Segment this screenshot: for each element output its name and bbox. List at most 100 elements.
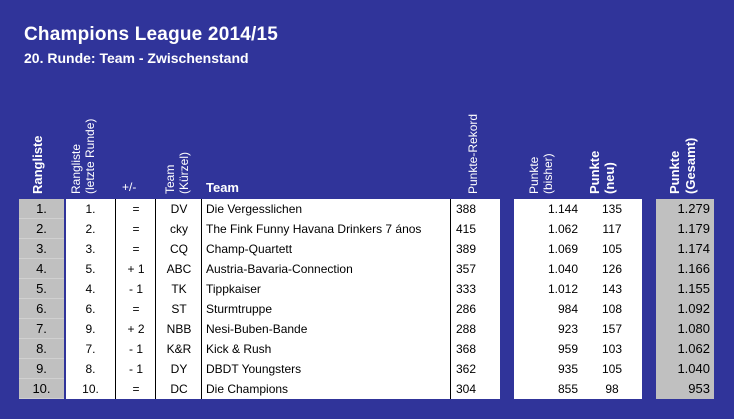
abbr-cell: ABC (166, 262, 192, 276)
prev-rank-cell: 6. (85, 302, 96, 316)
change-cell: + 2 (127, 322, 145, 336)
points-before-cell: 1.069 (547, 242, 578, 256)
team-name-cell: Champ-Quartett (206, 242, 293, 256)
prev-rank-cell: 10. (82, 382, 99, 396)
abbr-cell: DV (170, 202, 188, 216)
column-prev-rank: 1. 2. 3. 5. 4. 6. 9. 7. 8. 10. (66, 199, 115, 399)
abbr-cell: DC (170, 382, 188, 396)
header-team-kuerzel-1: Team (163, 164, 177, 194)
prev-rank-cell: 7. (85, 342, 96, 356)
points-before-cell: 923 (557, 322, 578, 336)
abbr-cell: NBB (166, 322, 192, 336)
points-new-cell: 126 (601, 262, 623, 276)
rank-cell: 1. (19, 199, 64, 219)
team-name-cell: Tippkaiser (206, 282, 261, 296)
change-cell: = (132, 222, 140, 236)
prev-rank-cell: 1. (85, 202, 96, 216)
prev-rank-cell: 5. (85, 262, 96, 276)
column-change: = = = + 1 - 1 = + 2 - 1 - 1 = (116, 199, 156, 399)
separator-line (115, 199, 116, 399)
column-team: Die Vergesslichen The Fink Funny Havana D… (202, 199, 450, 399)
record-cell: 389 (456, 242, 477, 256)
team-name-cell: The Fink Funny Havana Drinkers 7 ános (206, 222, 422, 236)
record-cell: 388 (456, 202, 477, 216)
header-punkte-bisher-2: (bisher) (541, 153, 555, 194)
rank-cell: 10. (19, 379, 64, 399)
separator-line (155, 199, 156, 399)
points-before-cell: 1.040 (547, 262, 578, 276)
header-rangliste-letzte-2: (letzte Runde) (83, 118, 97, 194)
header-punkte-gesamt-2: (Gesamt) (683, 137, 698, 194)
points-new-cell: 157 (601, 322, 623, 336)
points-total-cell: 1.166 (677, 261, 710, 276)
points-total-cell: 1.080 (677, 321, 710, 336)
change-cell: = (132, 382, 140, 396)
abbr-cell: ST (171, 302, 187, 316)
rank-cell: 2. (19, 219, 64, 239)
points-before-cell: 855 (557, 382, 578, 396)
record-cell: 368 (456, 342, 477, 356)
rank-cell: 4. (19, 259, 64, 279)
prev-rank-cell: 3. (85, 242, 96, 256)
record-cell: 415 (456, 222, 477, 236)
header-punkte-gesamt-1: Punkte (667, 150, 682, 194)
points-total-cell: 1.155 (677, 281, 710, 296)
record-cell: 333 (456, 282, 477, 296)
page-title: Champions League 2014/15 (24, 24, 279, 45)
team-name-cell: Sturmtruppe (206, 302, 273, 316)
points-before-cell: 1.144 (547, 202, 578, 216)
column-record: 388 415 389 357 333 286 288 368 362 304 (452, 199, 500, 399)
points-total-cell: 953 (688, 381, 710, 396)
rank-cell: 8. (19, 339, 64, 359)
prev-rank-cell: 4. (85, 282, 96, 296)
header-punkte-neu-1: Punkte (587, 150, 602, 194)
abbr-cell: DY (170, 362, 188, 376)
points-new-cell: 117 (602, 222, 622, 236)
record-cell: 357 (456, 262, 477, 276)
team-name-cell: Austria-Bavaria-Connection (206, 262, 353, 276)
points-new-cell: 135 (601, 202, 623, 216)
points-before-cell: 984 (557, 302, 578, 316)
points-before-cell: 935 (557, 362, 578, 376)
change-cell: - 1 (128, 282, 143, 296)
points-total-cell: 1.040 (677, 361, 710, 376)
column-before: 1.144 1.062 1.069 1.040 1.012 984 923 959 935 855 (514, 199, 582, 399)
abbr-cell: K&R (166, 342, 192, 356)
team-name-cell: Die Champions (206, 382, 289, 396)
page-subtitle: 20. Runde: Team - Zwischenstand (24, 50, 249, 66)
rank-cell: 5. (19, 279, 64, 299)
team-name-cell: Kick & Rush (206, 342, 272, 356)
points-total-cell: 1.092 (677, 301, 710, 316)
header-team-kuerzel-2: (Kürzel) (177, 151, 191, 194)
header-plusminus: +/- (122, 180, 137, 194)
abbr-cell: TK (171, 282, 187, 296)
record-cell: 304 (456, 382, 477, 396)
header-punkte-rekord: Punkte-Rekord (466, 113, 480, 194)
points-before-cell: 1.062 (547, 222, 578, 236)
prev-rank-cell: 9. (85, 322, 96, 336)
points-new-cell: 98 (605, 382, 619, 396)
points-new-cell: 108 (601, 302, 623, 316)
points-new-cell: 103 (601, 342, 623, 356)
change-cell: = (132, 202, 140, 216)
column-abbr: DV cky CQ ABC TK ST NBB K&R DY DC (156, 199, 202, 399)
change-cell: - 1 (128, 342, 143, 356)
header-team: Team (206, 180, 239, 195)
abbr-cell: CQ (170, 242, 188, 256)
points-new-cell: 105 (601, 242, 623, 256)
prev-rank-cell: 2. (85, 222, 96, 236)
rank-cell: 9. (19, 359, 64, 379)
abbr-cell: cky (170, 222, 188, 236)
column-new: 135 117 105 126 143 108 157 103 105 98 (582, 199, 642, 399)
points-new-cell: 143 (601, 282, 623, 296)
points-total-cell: 1.174 (677, 241, 710, 256)
points-new-cell: 105 (601, 362, 623, 376)
team-name-cell: Die Vergesslichen (206, 202, 303, 216)
record-cell: 362 (456, 362, 477, 376)
points-total-cell: 1.179 (677, 221, 710, 236)
header-rangliste: Rangliste (30, 135, 45, 194)
header-punkte-bisher-1: Punkte (527, 156, 541, 194)
points-total-cell: 1.279 (677, 201, 710, 216)
record-cell: 288 (456, 322, 477, 336)
